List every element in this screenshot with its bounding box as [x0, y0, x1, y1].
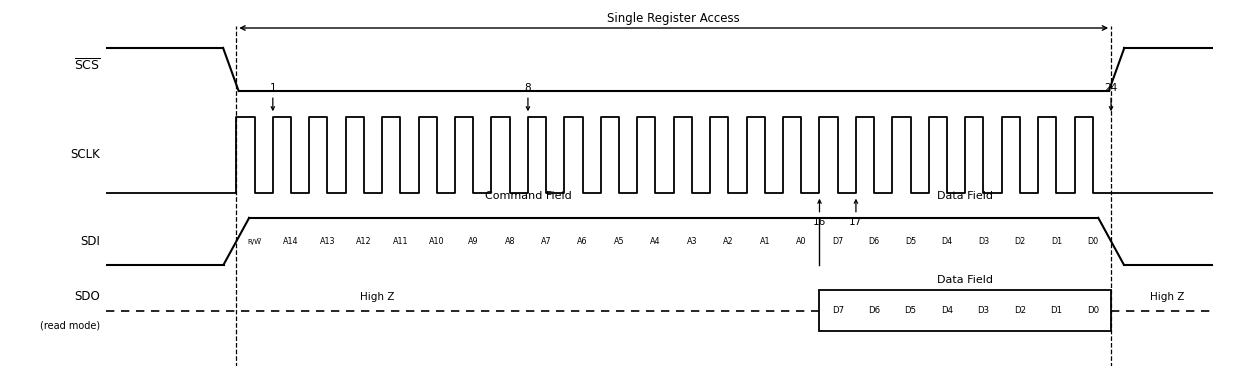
- Text: Command Field: Command Field: [485, 191, 571, 201]
- Text: R/W̅: R/W̅: [248, 238, 261, 244]
- Text: A13: A13: [320, 237, 335, 246]
- Text: SDO: SDO: [75, 290, 101, 303]
- Text: D4: D4: [942, 237, 953, 246]
- Text: D6: D6: [868, 306, 881, 315]
- Text: Data Field: Data Field: [937, 191, 993, 201]
- Text: (read mode): (read mode): [40, 321, 101, 330]
- Text: A5: A5: [613, 237, 624, 246]
- Text: D4: D4: [940, 306, 953, 315]
- Text: A9: A9: [468, 237, 479, 246]
- Text: 24: 24: [1105, 83, 1117, 93]
- Text: A10: A10: [429, 237, 444, 246]
- Bar: [820, 290, 1111, 332]
- Text: A14: A14: [284, 237, 299, 246]
- Text: D3: D3: [978, 306, 989, 315]
- Text: A3: A3: [687, 237, 697, 246]
- Text: A12: A12: [356, 237, 372, 246]
- Text: High Z: High Z: [360, 292, 394, 302]
- Text: 17: 17: [850, 217, 862, 227]
- Text: A8: A8: [505, 237, 515, 246]
- Text: $\overline{\mathrm{SCS}}$: $\overline{\mathrm{SCS}}$: [73, 58, 101, 73]
- Text: D7: D7: [832, 306, 843, 315]
- Text: A0: A0: [796, 237, 806, 246]
- Text: D0: D0: [1087, 237, 1098, 246]
- Text: 16: 16: [812, 217, 826, 227]
- Text: D7: D7: [832, 237, 843, 246]
- Text: Single Register Access: Single Register Access: [607, 12, 740, 25]
- Text: 8: 8: [525, 83, 531, 93]
- Text: SCLK: SCLK: [71, 149, 101, 161]
- Text: D3: D3: [978, 237, 989, 246]
- Text: High Z: High Z: [1149, 292, 1184, 302]
- Text: Data Field: Data Field: [937, 275, 993, 285]
- Text: SDI: SDI: [81, 235, 101, 248]
- Text: D1: D1: [1050, 306, 1062, 315]
- Text: D1: D1: [1051, 237, 1062, 246]
- Text: A4: A4: [651, 237, 661, 246]
- Text: D6: D6: [868, 237, 880, 246]
- Text: D5: D5: [904, 237, 917, 246]
- Text: D2: D2: [1014, 237, 1025, 246]
- Text: 1: 1: [270, 83, 276, 93]
- Text: A11: A11: [393, 237, 408, 246]
- Text: A7: A7: [541, 237, 551, 246]
- Text: D0: D0: [1087, 306, 1098, 315]
- Text: D2: D2: [1014, 306, 1026, 315]
- Text: A6: A6: [577, 237, 588, 246]
- Text: A1: A1: [760, 237, 770, 246]
- Text: D5: D5: [904, 306, 917, 315]
- Text: A2: A2: [723, 237, 734, 246]
